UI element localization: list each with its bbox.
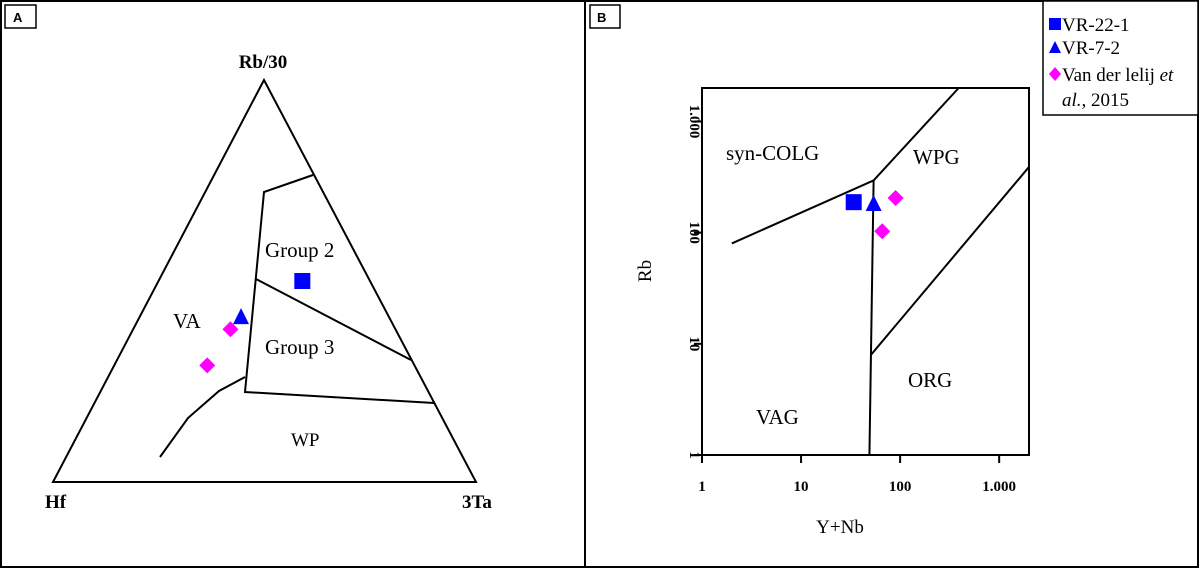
field-group2: Group 2 <box>265 238 334 262</box>
y-axis-label: Rb <box>635 260 656 282</box>
data-point-triangle <box>233 308 250 325</box>
ternary-triangle <box>51 77 478 483</box>
panel-b-boundaries <box>731 87 1030 456</box>
legend-label-vr-7-2: VR-7-2 <box>1062 38 1120 59</box>
y-tick-label: 10 <box>686 336 702 351</box>
legend-triangle-marker <box>1049 41 1061 53</box>
boundary-group-outline <box>243 174 435 404</box>
plot-frame <box>701 87 1030 456</box>
panel-b: B 1 10 100 1.000 1 10 100 1.000 syn-COLG WPG VA… <box>589 4 1030 538</box>
data-point-square <box>294 273 311 289</box>
x-tick-label: 1.000 <box>982 479 1016 495</box>
field-org: ORG <box>908 368 952 392</box>
panel-b-label-box <box>589 4 621 29</box>
data-point-triangle <box>865 194 882 211</box>
y-tick-label: 1 <box>686 451 702 459</box>
apex-left-label: Hf <box>45 492 67 513</box>
legend-box <box>1042 0 1199 116</box>
legend-label-vr-22-1: VR-22-1 <box>1062 15 1130 36</box>
x-axis-label: Y+Nb <box>816 517 864 538</box>
apex-top-label: Rb/30 <box>239 52 288 73</box>
legend-label-lelij: Van der lelij et <box>1062 65 1174 86</box>
field-wpg: WPG <box>913 145 960 169</box>
boundary-va-wp <box>159 376 246 458</box>
data-point-diamond <box>222 321 239 338</box>
panel-a-label-box <box>4 4 37 29</box>
panel-a-label: A <box>13 10 23 25</box>
x-tick-label: 10 <box>794 479 809 495</box>
panel-b-label: B <box>597 10 606 25</box>
data-point-diamond <box>874 223 891 240</box>
boundary-line-2 <box>870 166 1030 356</box>
field-vag: VAG <box>756 405 799 429</box>
legend-square-marker <box>1049 18 1061 30</box>
field-va: VA <box>173 309 201 333</box>
panel-a: A Rb/30 Hf 3Ta Group 2 Group 3 VA WP <box>4 4 492 513</box>
x-tick-label: 1 <box>698 479 706 495</box>
panel-b-points <box>845 189 904 240</box>
boundary-line-1 <box>868 180 875 456</box>
panel-b-ticks: 1 10 100 1.000 1 10 100 1.000 <box>686 105 1016 495</box>
legend-diamond-marker <box>1049 67 1061 81</box>
field-group3: Group 3 <box>265 335 334 359</box>
legend-label-lelij-line2: al., 2015 <box>1062 90 1129 111</box>
y-tick-label: 1.000 <box>686 105 702 139</box>
x-tick-label: 100 <box>889 479 912 495</box>
data-point-diamond <box>199 357 216 374</box>
data-point-square <box>845 194 862 211</box>
apex-right-label: 3Ta <box>462 492 492 513</box>
field-syn-colg: syn-COLG <box>726 141 819 165</box>
boundary-group2-group3 <box>255 278 412 361</box>
panel-a-points <box>199 273 311 374</box>
y-tick-label: 100 <box>686 221 702 244</box>
data-point-diamond <box>887 189 904 206</box>
legend: VR-22-1 VR-7-2 Van der lelij et al., 201… <box>1042 0 1199 116</box>
field-wp: WP <box>291 430 320 451</box>
